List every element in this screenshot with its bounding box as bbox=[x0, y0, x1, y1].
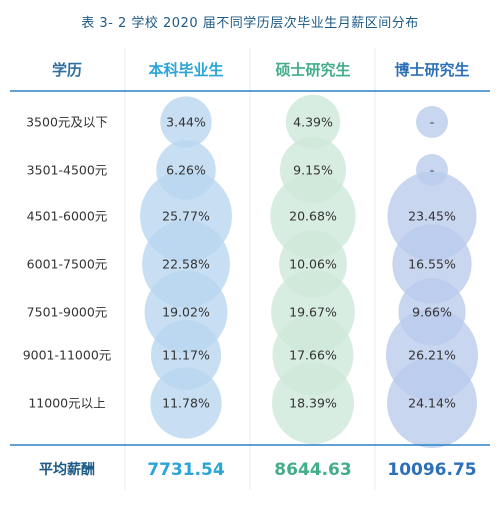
cell-value-r4-c1: 22.58% bbox=[162, 257, 210, 272]
cell-value-r1-c2: 4.39% bbox=[293, 115, 333, 130]
cell-value-r5-c2: 19.67% bbox=[289, 305, 337, 320]
summary-value-1: 7731.54 bbox=[147, 460, 225, 480]
header-column-2: 硕士研究生 bbox=[275, 61, 350, 79]
bubble-r7-c1 bbox=[150, 367, 222, 439]
row-label-5: 7501-9000元 bbox=[27, 305, 108, 320]
summary-value-3: 10096.75 bbox=[387, 460, 476, 480]
summary-label: 平均薪酬 bbox=[39, 461, 95, 478]
row-label-3: 4501-6000元 bbox=[27, 209, 108, 224]
cell-value-r5-c1: 19.02% bbox=[162, 305, 210, 320]
cell-value-r1-c3: - bbox=[430, 115, 435, 130]
chart-title: 表 3- 2 学校 2020 届不同学历层次毕业生月薪区间分布 bbox=[81, 16, 419, 31]
cell-value-r7-c2: 18.39% bbox=[289, 396, 337, 411]
bubble-r1-c3 bbox=[416, 106, 448, 138]
cell-value-r2-c2: 9.15% bbox=[293, 163, 333, 178]
row-label-2: 3501-4500元 bbox=[27, 163, 108, 178]
bubble-r7-c2 bbox=[271, 361, 355, 445]
header-row-label: 学历 bbox=[52, 61, 82, 79]
cell-value-r5-c3: 9.66% bbox=[412, 305, 452, 320]
cell-value-r2-c1: 6.26% bbox=[166, 163, 206, 178]
bubble-r1-c1 bbox=[160, 96, 212, 148]
row-label-6: 9001-11000元 bbox=[23, 348, 112, 363]
row-label-1: 3500元及以下 bbox=[26, 115, 108, 130]
cell-value-r2-c3: - bbox=[430, 163, 435, 178]
bubble-r4-c3 bbox=[392, 224, 472, 304]
header-column-3: 博士研究生 bbox=[394, 61, 469, 79]
cell-value-r4-c3: 16.55% bbox=[408, 257, 456, 272]
summary-value-2: 8644.63 bbox=[274, 460, 351, 480]
cell-value-r6-c1: 11.17% bbox=[162, 348, 210, 363]
cell-value-r3-c1: 25.77% bbox=[162, 209, 210, 224]
bubble-r3-c2 bbox=[270, 173, 356, 259]
cell-value-r4-c2: 10.06% bbox=[289, 257, 337, 272]
cell-value-r1-c1: 3.44% bbox=[166, 115, 206, 130]
row-label-7: 11000元以上 bbox=[28, 396, 105, 411]
bubble-r7-c3 bbox=[387, 358, 477, 448]
cell-value-r7-c1: 11.78% bbox=[162, 396, 210, 411]
cell-value-r6-c2: 17.66% bbox=[289, 348, 337, 363]
cell-value-r6-c3: 26.21% bbox=[408, 348, 456, 363]
row-label-4: 6001-7500元 bbox=[27, 257, 108, 272]
cell-value-r3-c2: 20.68% bbox=[289, 209, 337, 224]
header-column-1: 本科毕业生 bbox=[148, 61, 223, 79]
cell-value-r7-c3: 24.14% bbox=[408, 396, 456, 411]
cell-value-r3-c3: 23.45% bbox=[408, 209, 456, 224]
bubble-r1-c2 bbox=[285, 94, 341, 150]
